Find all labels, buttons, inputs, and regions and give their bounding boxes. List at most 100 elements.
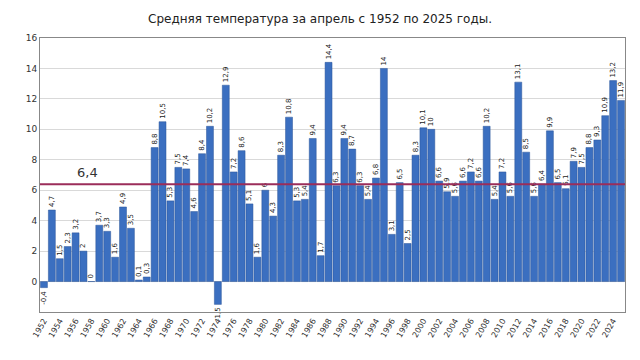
svg-text:2024: 2024: [600, 317, 618, 339]
svg-text:8,4: 8,4: [198, 139, 206, 151]
svg-text:5,9: 5,9: [443, 178, 451, 189]
svg-text:0: 0: [31, 277, 37, 287]
svg-text:6,5: 6,5: [554, 168, 562, 179]
svg-text:8: 8: [31, 155, 37, 165]
svg-text:10: 10: [26, 124, 38, 134]
svg-text:Средняя температура за апрель: Средняя температура за апрель с 1952 по …: [148, 12, 492, 26]
svg-text:1954: 1954: [47, 317, 65, 339]
svg-text:7,2: 7,2: [230, 158, 238, 169]
svg-text:2: 2: [79, 244, 87, 248]
svg-text:7,2: 7,2: [467, 158, 475, 169]
svg-text:2008: 2008: [474, 317, 492, 339]
svg-text:1982: 1982: [268, 317, 286, 339]
svg-text:2012: 2012: [506, 317, 524, 339]
svg-text:1972: 1972: [189, 317, 207, 339]
svg-text:1986: 1986: [300, 317, 318, 339]
svg-text:2018: 2018: [553, 317, 571, 339]
svg-text:5,3: 5,3: [293, 187, 301, 198]
svg-text:10,8: 10,8: [285, 99, 293, 115]
svg-text:11,9: 11,9: [617, 82, 625, 98]
svg-text:3,7: 3,7: [95, 211, 103, 222]
svg-text:5,4: 5,4: [491, 185, 499, 197]
svg-text:0,1: 0,1: [135, 266, 143, 277]
svg-text:8,7: 8,7: [348, 135, 356, 146]
svg-text:16: 16: [26, 33, 38, 43]
svg-text:3,1: 3,1: [388, 220, 396, 231]
svg-text:1964: 1964: [126, 317, 144, 339]
svg-text:1988: 1988: [316, 317, 334, 339]
svg-text:14: 14: [380, 56, 388, 65]
svg-text:4: 4: [31, 216, 37, 226]
svg-text:14: 14: [26, 64, 38, 74]
svg-text:6,3: 6,3: [356, 172, 364, 183]
svg-text:2020: 2020: [569, 317, 587, 339]
svg-text:6,6: 6,6: [459, 166, 467, 178]
svg-text:1976: 1976: [221, 317, 239, 339]
svg-text:8,5: 8,5: [522, 138, 530, 149]
svg-text:5,1: 5,1: [245, 190, 253, 201]
svg-text:12,9: 12,9: [222, 67, 230, 83]
svg-text:7,4: 7,4: [182, 154, 190, 166]
svg-text:13,1: 13,1: [514, 64, 522, 80]
svg-text:8,3: 8,3: [412, 141, 420, 152]
svg-text:10,9: 10,9: [601, 97, 609, 113]
svg-text:5,3: 5,3: [166, 187, 174, 198]
svg-text:9,9: 9,9: [546, 117, 554, 128]
svg-text:6: 6: [31, 185, 37, 195]
svg-text:2006: 2006: [458, 317, 476, 339]
svg-text:9,3: 9,3: [593, 126, 601, 137]
svg-text:2000: 2000: [411, 317, 429, 339]
svg-text:9,4: 9,4: [309, 124, 317, 136]
svg-text:2: 2: [31, 246, 37, 256]
svg-text:10,2: 10,2: [206, 108, 214, 124]
svg-text:2,3: 2,3: [64, 232, 72, 243]
svg-text:8,3: 8,3: [277, 141, 285, 152]
svg-text:5,6: 5,6: [530, 182, 538, 194]
svg-text:1962: 1962: [110, 317, 128, 339]
svg-text:5,4: 5,4: [364, 185, 372, 197]
svg-text:1956: 1956: [63, 317, 81, 339]
svg-text:10,2: 10,2: [483, 108, 491, 124]
svg-text:1980: 1980: [253, 317, 271, 339]
svg-text:4,3: 4,3: [269, 202, 277, 213]
svg-text:7,5: 7,5: [578, 153, 586, 164]
svg-text:2,5: 2,5: [404, 229, 412, 240]
svg-text:2002: 2002: [426, 317, 444, 339]
svg-text:6,1: 6,1: [562, 175, 570, 186]
svg-text:4,6: 4,6: [190, 197, 198, 209]
svg-text:3,5: 3,5: [127, 214, 135, 225]
svg-text:8,8: 8,8: [151, 133, 159, 144]
svg-text:1952: 1952: [31, 317, 49, 339]
svg-text:10: 10: [427, 117, 435, 126]
svg-text:3,3: 3,3: [103, 217, 111, 228]
svg-text:13,2: 13,2: [609, 62, 617, 78]
svg-text:6,6: 6,6: [475, 166, 483, 178]
svg-text:8,6: 8,6: [238, 136, 246, 148]
svg-text:6,5: 6,5: [396, 168, 404, 179]
svg-text:0,3: 0,3: [143, 263, 151, 274]
svg-text:7,5: 7,5: [174, 153, 182, 164]
svg-text:10,5: 10,5: [159, 103, 167, 119]
svg-text:1966: 1966: [142, 317, 160, 339]
svg-text:1996: 1996: [379, 317, 397, 339]
svg-text:6,3: 6,3: [332, 172, 340, 183]
svg-text:1994: 1994: [363, 317, 381, 339]
svg-text:2022: 2022: [585, 317, 603, 339]
svg-text:1960: 1960: [94, 317, 112, 339]
svg-text:6,6: 6,6: [435, 166, 443, 178]
svg-text:1984: 1984: [284, 317, 302, 339]
svg-text:-0,4: -0,4: [40, 291, 48, 305]
svg-text:6,8: 6,8: [372, 164, 380, 175]
svg-text:10,1: 10,1: [419, 109, 427, 125]
svg-text:7,2: 7,2: [498, 158, 506, 169]
svg-text:8,8: 8,8: [585, 133, 593, 144]
svg-text:6,4: 6,4: [77, 165, 98, 180]
svg-text:5,6: 5,6: [506, 182, 514, 194]
svg-text:1,6: 1,6: [253, 243, 261, 255]
svg-text:-1,5: -1,5: [214, 307, 222, 321]
svg-text:2014: 2014: [521, 317, 539, 339]
svg-text:1,6: 1,6: [111, 243, 119, 255]
svg-text:6: 6: [261, 182, 269, 187]
svg-text:1968: 1968: [158, 317, 176, 339]
svg-text:5,4: 5,4: [301, 185, 309, 197]
